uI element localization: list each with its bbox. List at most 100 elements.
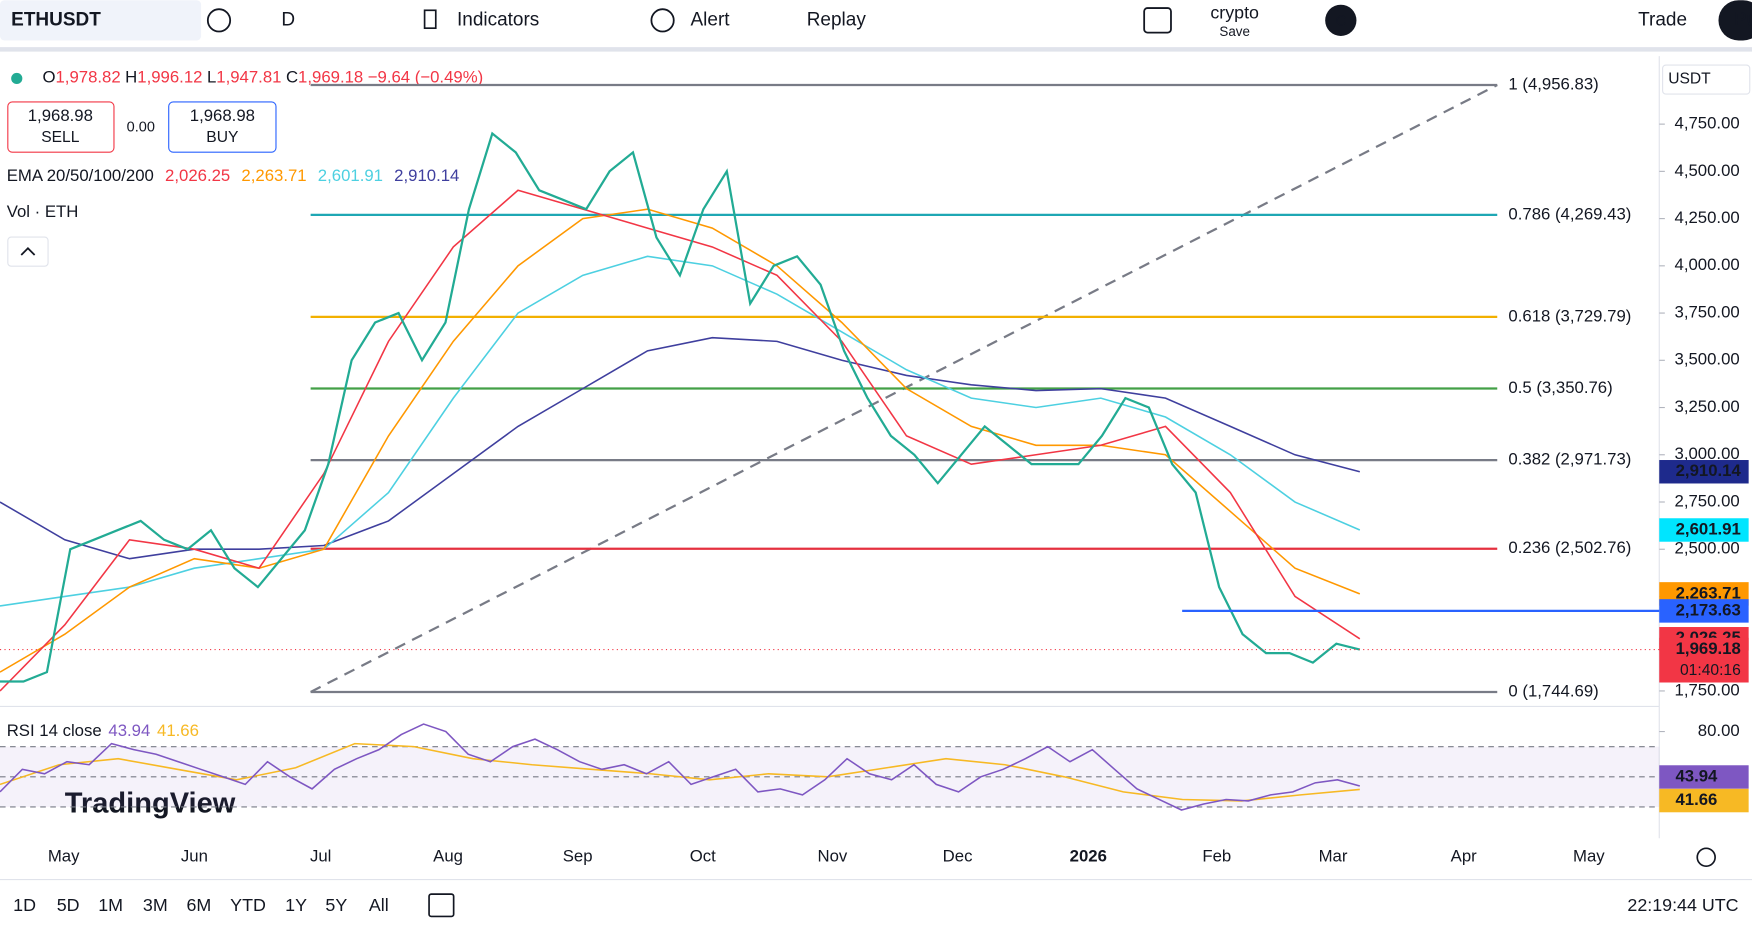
status-dot bbox=[11, 72, 23, 85]
y-tick-label: 3,500.00 bbox=[1675, 350, 1740, 369]
interval[interactable]: D bbox=[281, 9, 295, 30]
publish[interactable]: Pu bbox=[1734, 9, 1752, 30]
rsi-tag-label: 41.66 bbox=[1675, 790, 1717, 809]
y-tick-label: 3,750.00 bbox=[1675, 302, 1740, 321]
fib-label: 0.236 (2,502.76) bbox=[1508, 538, 1631, 557]
symbol[interactable]: ETHUSDT bbox=[11, 9, 101, 30]
indicators-icon[interactable] bbox=[423, 9, 437, 30]
rsi-tag-label: 43.94 bbox=[1675, 766, 1718, 785]
x-tick-label: Nov bbox=[818, 847, 848, 866]
series-line bbox=[0, 131, 1361, 683]
collapse-icon bbox=[20, 247, 36, 256]
y-tick-label: 4,000.00 bbox=[1675, 255, 1740, 274]
y-tick-label: 3,000.00 bbox=[1675, 444, 1740, 463]
ohlc-value: 1,969.18 bbox=[298, 68, 363, 87]
rsi-tag bbox=[1659, 788, 1749, 813]
add-icon[interactable] bbox=[206, 8, 232, 33]
replay[interactable]: Replay bbox=[807, 9, 867, 30]
price-tag-label: 2,601.91 bbox=[1676, 519, 1741, 538]
ohlc-value: 1,947.81 bbox=[216, 68, 281, 87]
range-button[interactable]: 5D bbox=[57, 895, 80, 915]
price-tag bbox=[1659, 599, 1749, 623]
y-tick-label: 80.00 bbox=[1698, 721, 1740, 740]
sell-price[interactable]: 1,968.98 bbox=[28, 106, 93, 125]
range-button[interactable]: 3M bbox=[143, 895, 168, 915]
fib-label: 0 (1,744.69) bbox=[1508, 681, 1598, 700]
y-tick-label: 4,250.00 bbox=[1675, 208, 1740, 227]
layout-name[interactable]: crypto bbox=[1210, 2, 1259, 22]
range-button[interactable]: 1D bbox=[13, 895, 36, 915]
buy-button[interactable] bbox=[168, 101, 277, 153]
series-line bbox=[0, 723, 1361, 811]
spread: 0.00 bbox=[127, 119, 155, 135]
ema-value: 2,263.71 bbox=[241, 166, 306, 185]
buy-label[interactable]: BUY bbox=[206, 129, 239, 146]
series-line bbox=[0, 208, 1361, 673]
watermark: TradingView bbox=[65, 787, 236, 819]
x-tick-label: 2026 bbox=[1070, 847, 1107, 866]
x-tick-label: May bbox=[48, 847, 80, 866]
layout-icon[interactable] bbox=[1143, 7, 1172, 34]
layout-save[interactable]: Save bbox=[1219, 24, 1250, 39]
rsi-value: 43.94 bbox=[108, 722, 150, 741]
rsi-tag bbox=[1659, 765, 1749, 789]
change: −9.64 (−0.49%) bbox=[368, 68, 483, 87]
fib-label: 0.382 (2,971.73) bbox=[1508, 450, 1631, 469]
ema-value: 2,026.25 bbox=[165, 166, 230, 185]
fib-label: 1 (4,956.83) bbox=[1508, 74, 1598, 93]
x-tick-label: Aug bbox=[433, 847, 463, 866]
y-tick-label: 4,500.00 bbox=[1675, 161, 1740, 180]
range-button[interactable]: 1Y bbox=[285, 895, 307, 915]
ohlc-value: 1,996.12 bbox=[137, 68, 202, 87]
alert[interactable]: Alert bbox=[691, 9, 731, 30]
trade-button[interactable] bbox=[1622, 2, 1703, 39]
x-tick-label: Jun bbox=[181, 847, 208, 866]
ema-title: EMA 20/50/100/200 bbox=[7, 166, 154, 185]
y-tick-label: 4,750.00 bbox=[1675, 114, 1740, 133]
price-tag bbox=[1659, 460, 1749, 484]
fib-label: 0.618 (3,729.79) bbox=[1508, 306, 1631, 325]
fib-label: 0.5 (3,350.76) bbox=[1508, 378, 1612, 397]
rsi-legend: RSI 14 close 43.94 41.66 bbox=[7, 722, 199, 741]
range-button[interactable]: YTD bbox=[230, 895, 266, 915]
vol-legend: Vol · ETH bbox=[7, 202, 79, 221]
x-tick-label: Oct bbox=[690, 847, 716, 866]
ohlc-value: 1,978.82 bbox=[55, 68, 120, 87]
collapse-button[interactable] bbox=[7, 236, 49, 267]
price-tag bbox=[1659, 637, 1749, 683]
countdown: 01:40:16 bbox=[1680, 662, 1741, 679]
ohlc-legend: O1,978.82 H1,996.12 L1,947.81 C1,969.18 −9.6… bbox=[42, 68, 483, 87]
clock: 22:19:44 UTC bbox=[1627, 895, 1738, 915]
ema-legend: EMA 20/50/100/200 2,026.25 2,263.71 2,601.9… bbox=[7, 166, 460, 185]
x-tick-label: Feb bbox=[1202, 847, 1231, 866]
x-tick-label: Sep bbox=[563, 847, 593, 866]
range-button[interactable]: 1M bbox=[98, 895, 123, 915]
range-button[interactable]: 6M bbox=[186, 895, 211, 915]
price-tag-label: 1,969.18 bbox=[1676, 639, 1741, 658]
currency[interactable]: USDT bbox=[1668, 71, 1711, 88]
buy-price[interactable]: 1,968.98 bbox=[190, 106, 255, 125]
price-tag bbox=[1659, 518, 1749, 542]
avatar-letter[interactable]: C bbox=[1336, 13, 1346, 29]
range-button[interactable]: 5Y bbox=[325, 895, 347, 915]
date-range-icon[interactable] bbox=[428, 893, 455, 918]
alert-icon[interactable] bbox=[650, 8, 675, 33]
x-tick-label: Mar bbox=[1319, 847, 1348, 866]
range-button[interactable]: All bbox=[369, 895, 389, 915]
trade[interactable]: Trade bbox=[1638, 9, 1687, 30]
x-tick-label: May bbox=[1573, 847, 1605, 866]
indicators[interactable]: Indicators bbox=[457, 9, 539, 30]
avatar[interactable] bbox=[1325, 4, 1357, 36]
symbol-box[interactable] bbox=[0, 0, 202, 41]
rsi-value: 41.66 bbox=[157, 722, 199, 741]
publish-button[interactable] bbox=[1718, 0, 1752, 41]
currency-select[interactable] bbox=[1662, 64, 1751, 95]
ohlc-letter: O bbox=[42, 68, 55, 87]
ohlc-letter: C bbox=[286, 68, 298, 87]
sell-label[interactable]: SELL bbox=[41, 129, 80, 146]
settings-icon[interactable] bbox=[1696, 847, 1716, 868]
series-line bbox=[0, 336, 1361, 560]
x-tick-label: Jul bbox=[310, 847, 331, 866]
sell-button[interactable] bbox=[7, 101, 115, 153]
